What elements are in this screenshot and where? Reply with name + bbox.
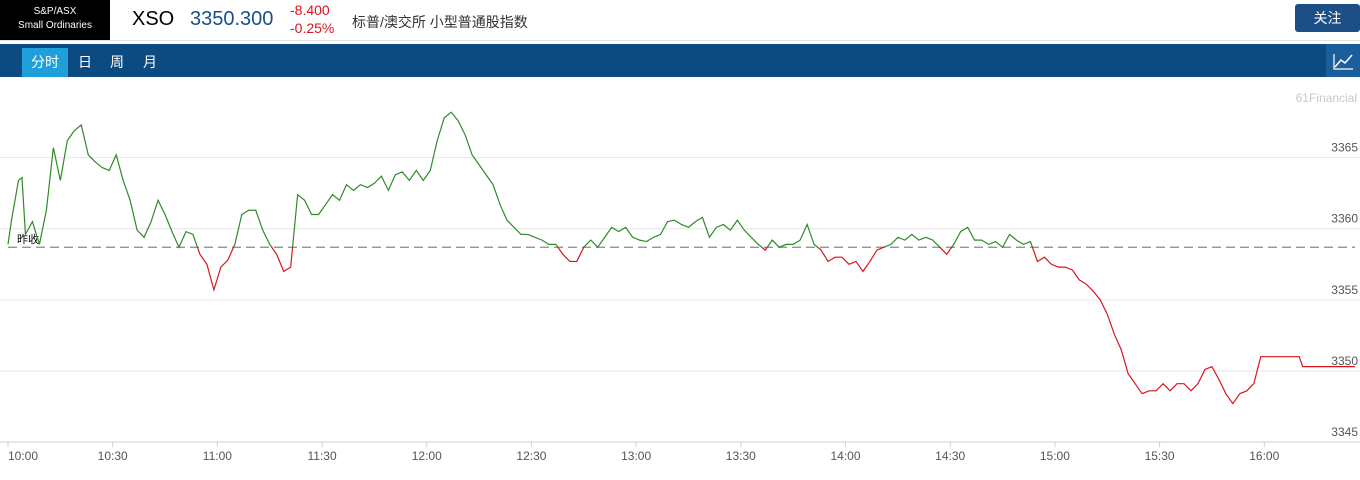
- x-tick-label: 13:00: [621, 449, 651, 463]
- price: 3350.300: [190, 8, 274, 30]
- tab[interactable]: 分时: [22, 48, 68, 77]
- x-tick-label: 15:30: [1145, 449, 1175, 463]
- y-tick-label: 3355: [1331, 283, 1358, 297]
- x-tick-label: 12:30: [516, 449, 546, 463]
- y-tick-label: 3365: [1331, 141, 1358, 155]
- x-tick-label: 14:00: [830, 449, 860, 463]
- y-tick-label: 3350: [1331, 354, 1358, 368]
- badge-line: S&P/ASX: [33, 6, 77, 17]
- x-tick-label: 13:30: [726, 449, 756, 463]
- x-tick-label: 15:00: [1040, 449, 1070, 463]
- symbol: XSO: [132, 8, 175, 30]
- change-pct: -0.25%: [290, 20, 335, 36]
- tab[interactable]: 日: [78, 54, 92, 70]
- follow-button[interactable]: 关注: [1295, 4, 1360, 32]
- x-tick-label: 10:00: [8, 449, 38, 463]
- x-tick-label: 10:30: [98, 449, 128, 463]
- y-tick-label: 3345: [1331, 425, 1358, 439]
- x-tick-label: 12:00: [412, 449, 442, 463]
- header: S&P/ASX Small Ordinaries XSO 3350.300 -8.…: [0, 0, 1360, 41]
- chart-icon: [1333, 54, 1353, 70]
- reference-label: 昨收: [17, 232, 39, 246]
- tab-bar: 分时 日 周 月: [0, 44, 1360, 77]
- chart: 61Financial 3345 3350 3355 3360 3365 10:00 10:…: [0, 91, 1360, 463]
- x-tick-label: 11:00: [203, 449, 232, 463]
- change: -8.400: [290, 2, 330, 18]
- y-tick-label: 3360: [1331, 212, 1358, 226]
- tab[interactable]: 周: [110, 54, 124, 70]
- index-name: 标普/澳交所 小型普通股指数: [352, 14, 528, 30]
- index-badge: S&P/ASX Small Ordinaries: [0, 0, 110, 40]
- badge-line: Small Ordinaries: [18, 20, 92, 31]
- x-tick-label: 11:30: [307, 449, 336, 463]
- x-tick-label: 16:00: [1249, 449, 1279, 463]
- watermark: 61Financial: [1296, 91, 1357, 105]
- x-tick-label: 14:30: [935, 449, 965, 463]
- tab[interactable]: 月: [143, 54, 157, 70]
- chart-toggle[interactable]: [1326, 44, 1360, 77]
- price-line: [7, 111, 1355, 405]
